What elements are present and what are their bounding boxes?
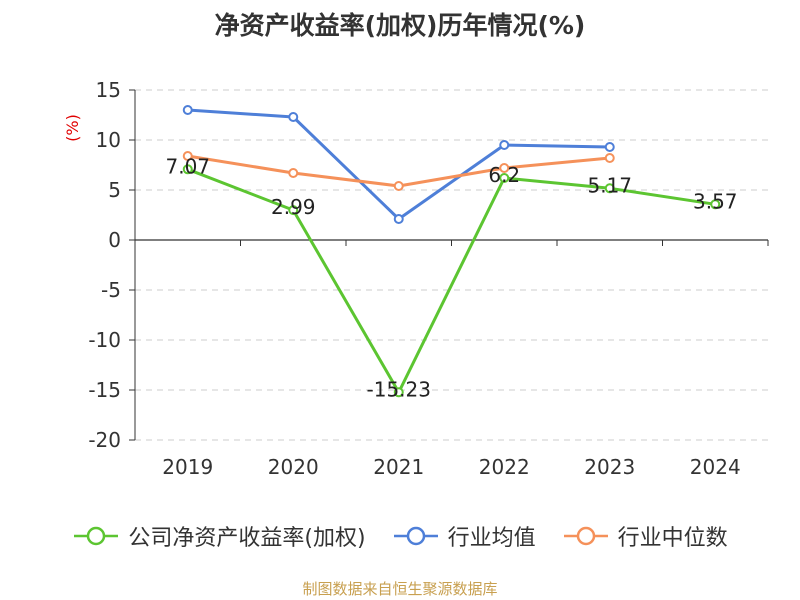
x-tick-label: 2019 [162, 455, 213, 479]
x-tick-label: 2021 [373, 455, 424, 479]
legend-label: 行业均值 [447, 526, 536, 551]
data-point [182, 105, 193, 115]
data-point [182, 164, 193, 175]
data-label: 7.07 [165, 154, 210, 178]
data-point [393, 387, 404, 398]
data-label: 6.2 [488, 163, 520, 187]
legend-item: 行业中位数 [562, 520, 728, 552]
legend: 公司净资产收益率(加权) 行业均值 行业中位数 [0, 520, 800, 552]
series-layer [182, 105, 721, 398]
legend-label: 行业中位数 [617, 526, 728, 551]
data-point [604, 183, 615, 194]
data-label: 2.99 [271, 195, 316, 219]
data-point [288, 112, 299, 122]
legend-marker-icon [393, 526, 438, 546]
data-point [393, 214, 404, 224]
data-point [499, 163, 510, 173]
data-point [288, 205, 299, 216]
axis-layer: 15 10 5 0 -5 -10 -15 -20 2019 2020 2021 2022 2023 202… [63, 78, 769, 479]
x-tick-label: 2020 [268, 455, 319, 479]
y-tick-label: 0 [108, 228, 121, 252]
source-note: 制图数据来自恒生聚源数据库 [302, 580, 498, 598]
y-tick-label: -10 [88, 328, 121, 352]
grid-layer [135, 89, 768, 441]
x-tick-label: 2023 [584, 455, 635, 479]
data-point [499, 140, 510, 150]
legend-marker-icon [563, 526, 608, 546]
y-axis-label: (%) [63, 114, 82, 142]
y-tick-label: 5 [108, 178, 121, 202]
data-point [604, 142, 615, 152]
data-point [604, 153, 615, 163]
y-tick-label: -15 [88, 378, 121, 402]
data-point [710, 199, 721, 210]
y-tick-label: 10 [96, 128, 121, 152]
legend-label: 公司净资产收益率(加权) [128, 526, 366, 551]
chart-title: 净资产收益率(加权)历年情况(%) [214, 11, 586, 40]
data-label: -15.23 [367, 377, 431, 401]
data-point [499, 173, 510, 183]
legend-marker-icon [74, 526, 119, 546]
data-label: 5.17 [587, 173, 632, 197]
y-tick-label: -5 [101, 278, 121, 302]
x-tick-label: 2022 [479, 455, 530, 479]
legend-item: 行业均值 [392, 520, 536, 552]
legend-item: 公司净资产收益率(加权) [72, 520, 366, 552]
data-point [182, 151, 193, 161]
y-tick-label: -20 [88, 428, 121, 452]
line-chart: 15 10 5 0 -5 -10 -15 -20 2019 2020 2021 2022 2023 202… [63, 78, 769, 479]
data-point [288, 168, 299, 178]
label-layer: 7.07 2.99 -15.23 6.2 5.17 3.57 [165, 154, 737, 401]
data-label: 3.57 [693, 189, 738, 213]
series-line [187, 167, 716, 394]
y-tick-label: 15 [96, 78, 121, 102]
data-point [393, 181, 404, 191]
x-tick-label: 2024 [690, 455, 741, 479]
